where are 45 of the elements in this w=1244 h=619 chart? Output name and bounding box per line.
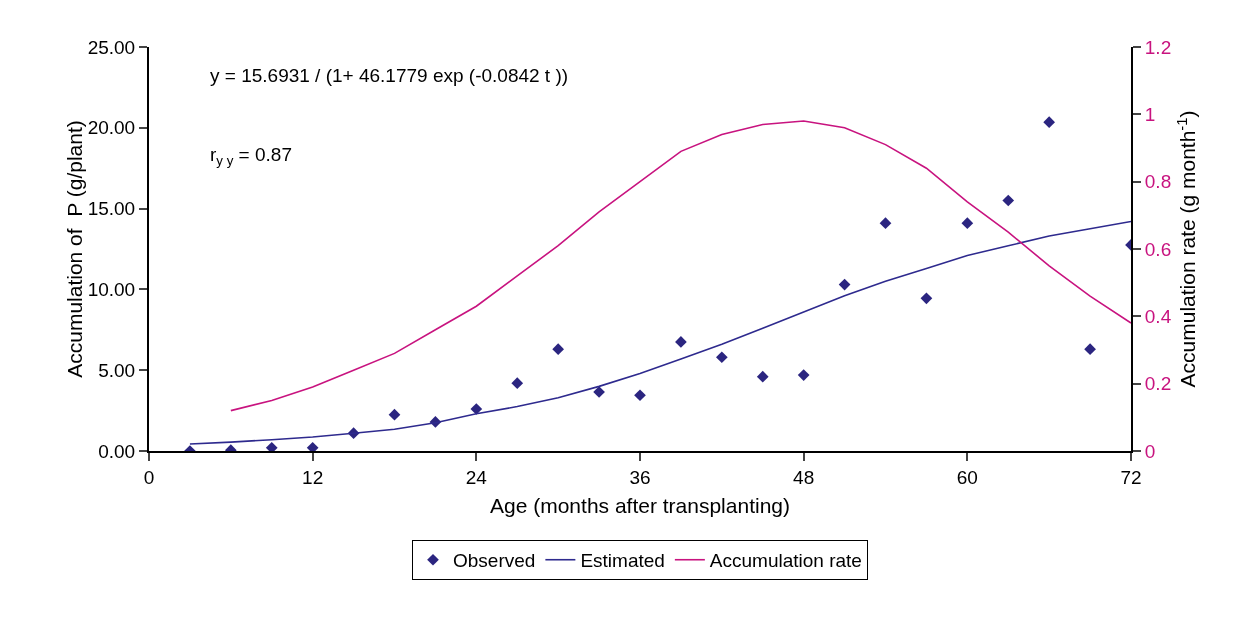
y-tick-label: 20.00 <box>87 117 136 139</box>
y-axis-title: Accumulation of P (g/plant) <box>62 120 86 378</box>
point <box>511 377 524 389</box>
y2-tick-label: 0.6 <box>1144 238 1172 260</box>
legend-label: Estimated <box>580 550 665 572</box>
x-axis-title: Age (months after transplanting) <box>490 494 790 518</box>
x-tick-label: 12 <box>302 466 324 488</box>
point <box>961 217 974 229</box>
point <box>388 408 401 421</box>
y2-tick-label: 1 <box>1144 103 1156 125</box>
point <box>552 343 565 356</box>
x-tick-label: 72 <box>1120 466 1142 488</box>
point <box>920 292 933 305</box>
x-tick-label: 60 <box>956 466 978 488</box>
x-tick-label: 36 <box>629 466 651 488</box>
point <box>797 369 810 381</box>
y-tick-label: 15.00 <box>87 198 136 220</box>
point <box>1002 194 1015 207</box>
x-tick-label: 0 <box>143 466 155 488</box>
y-tick-label: 0.00 <box>98 440 136 462</box>
y2-tick-label: 0 <box>1144 440 1156 462</box>
annotation: r$_{y y}$ = 0.87 <box>210 144 292 168</box>
point <box>1084 343 1096 356</box>
point <box>756 370 769 383</box>
point <box>306 441 319 451</box>
legend-label: Observed <box>453 550 536 572</box>
point <box>1043 116 1056 128</box>
point <box>879 217 892 229</box>
y2-tick-label: 1.2 <box>1144 36 1172 58</box>
x-tick-label: 48 <box>793 466 815 488</box>
x-tick-label: 24 <box>465 466 488 488</box>
y2-tick-label: 0.8 <box>1144 171 1172 193</box>
point <box>675 336 687 348</box>
y2-tick-label: 0.2 <box>1144 373 1172 395</box>
legend-label: Accumulation rate <box>709 550 862 572</box>
point <box>715 351 728 364</box>
y-tick-label: 10.00 <box>87 279 136 301</box>
y2-tick-label: 0.4 <box>1144 305 1172 327</box>
point <box>838 278 851 291</box>
annotation: y = 15.6931 / (1+ 46.1779 exp (-0.0842 t )) <box>210 65 569 86</box>
point <box>265 441 278 451</box>
point <box>634 389 646 402</box>
y-tick-label: 25.00 <box>87 36 136 58</box>
point <box>470 403 483 415</box>
y-tick-label: 5.00 <box>98 359 136 381</box>
